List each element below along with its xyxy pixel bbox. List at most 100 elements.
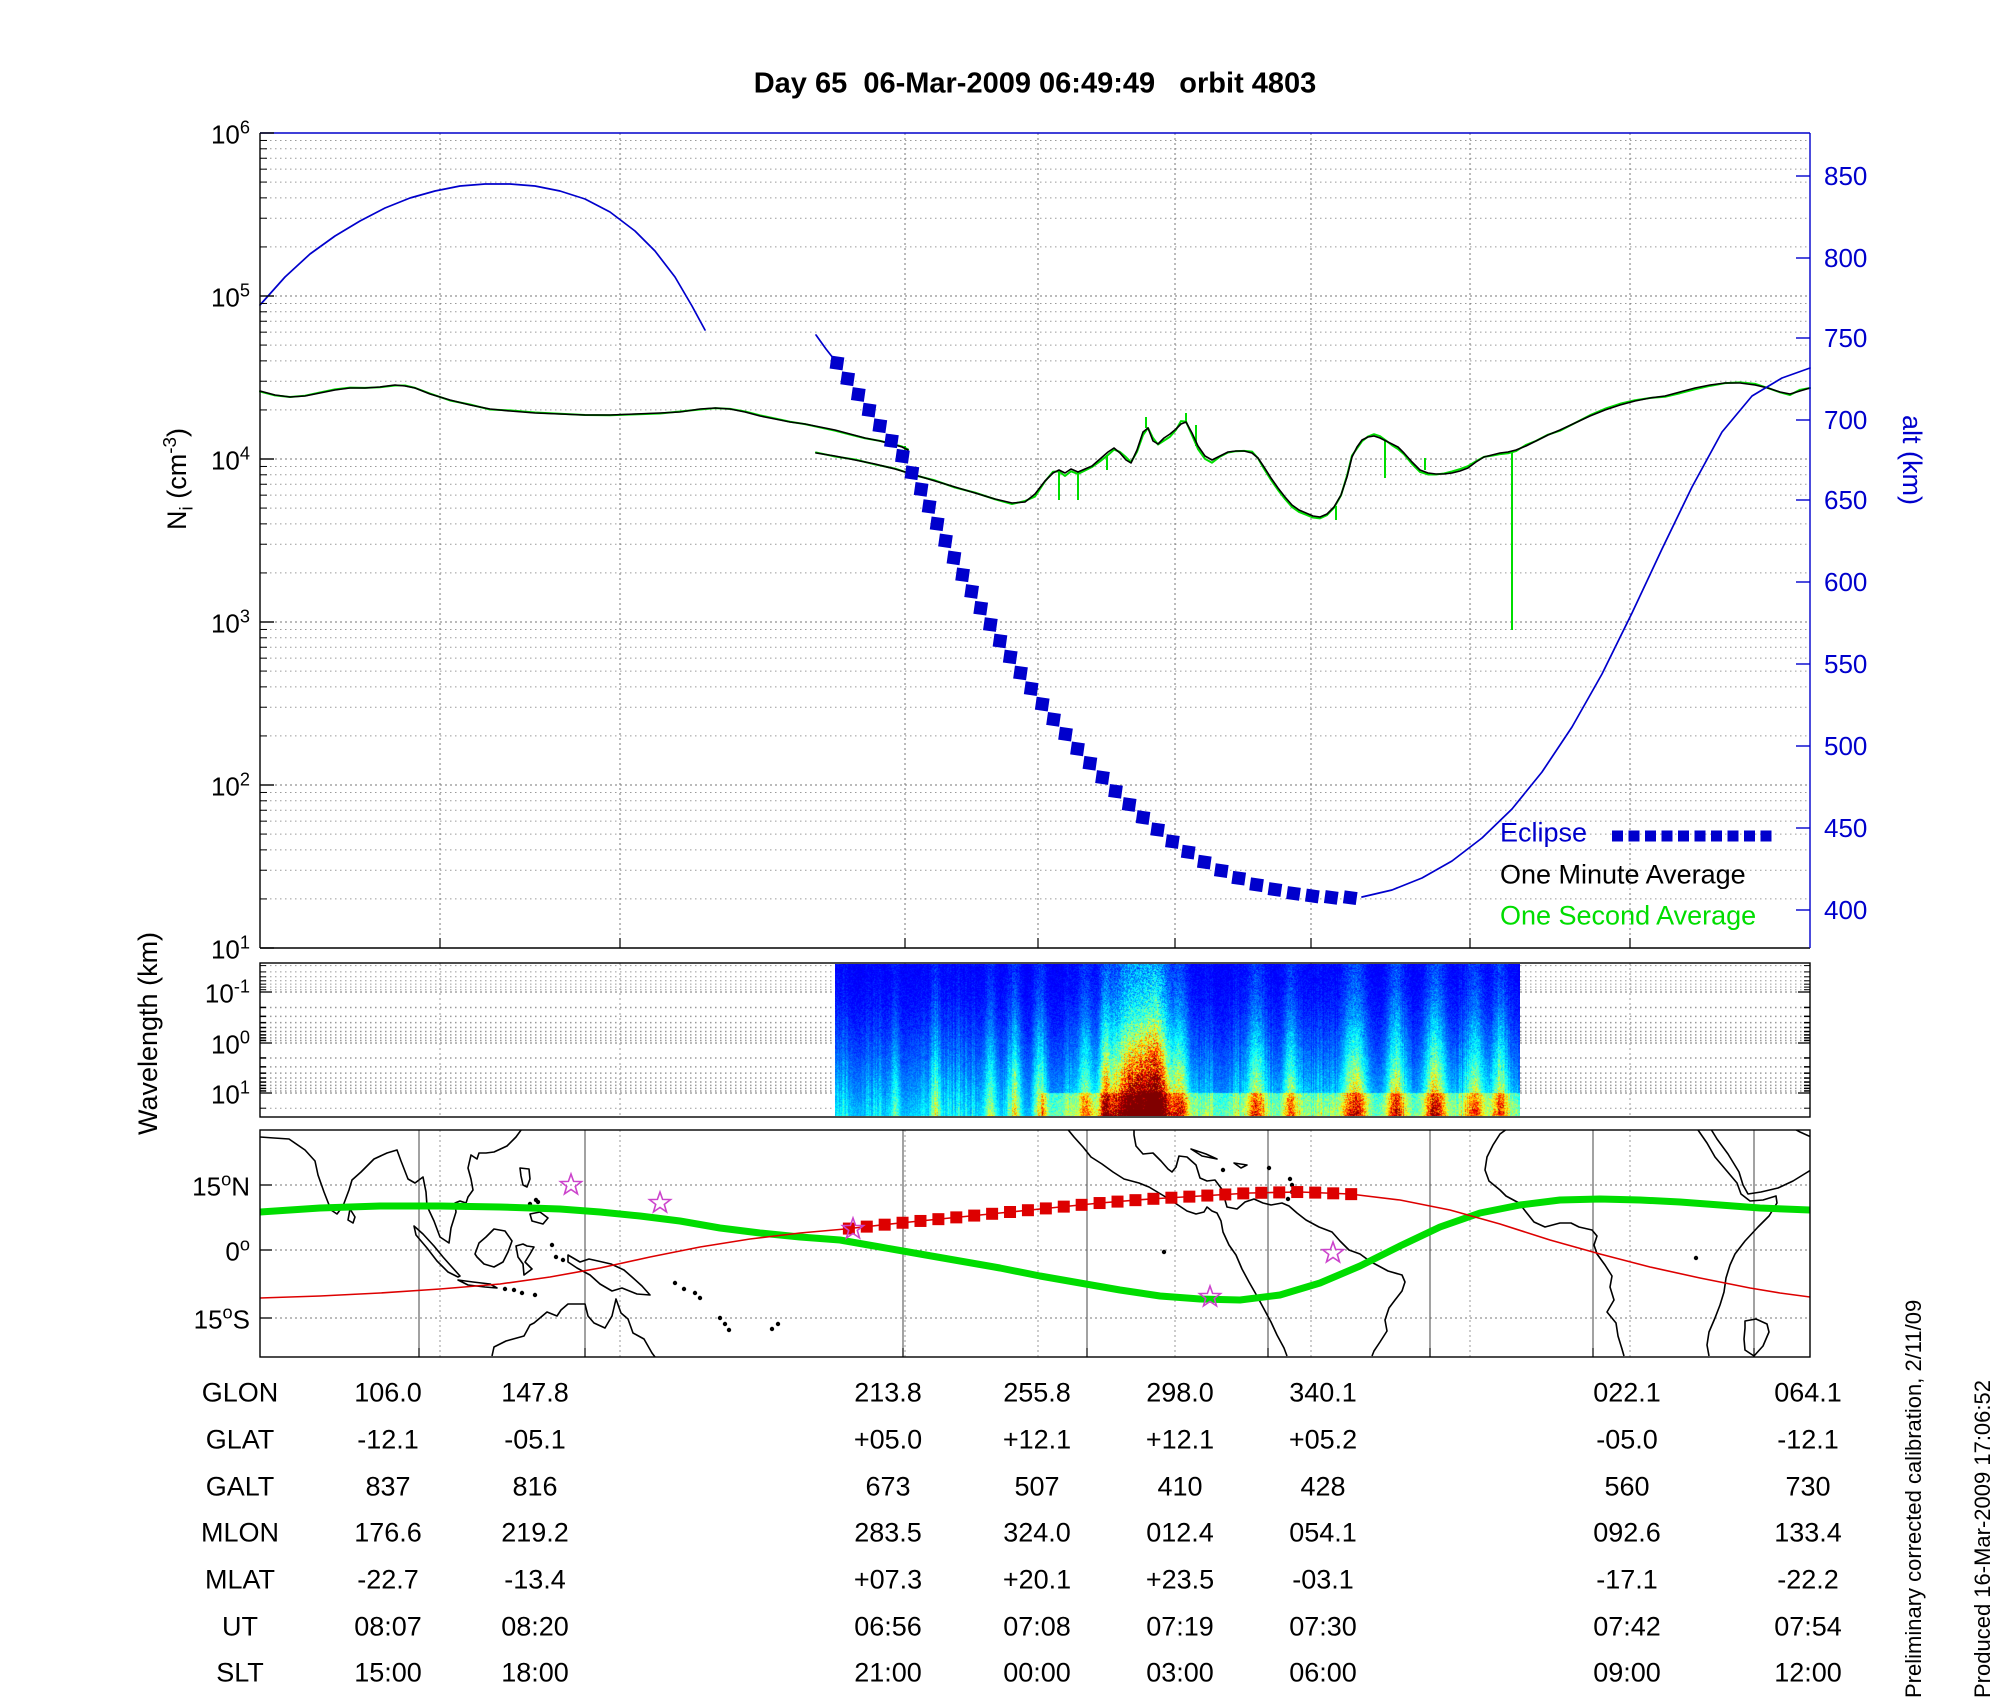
table-cell: 07:54 [1774,1611,1842,1642]
table-cell: 106.0 [354,1377,422,1408]
altitude-tick-label: 800 [1824,243,1868,273]
density-tick-label: 101 [210,932,250,965]
table-row-label: SLT [216,1657,264,1688]
table-cell: -17.1 [1596,1564,1658,1595]
table-cell: 213.8 [854,1377,922,1408]
table-cell: 730 [1785,1471,1831,1502]
table-cell: 06:56 [854,1611,922,1642]
world-map [260,1130,1810,1357]
table-cell: +12.1 [1002,1424,1072,1455]
density-tick-label: 105 [210,280,250,313]
altitude-tick-label: 850 [1824,161,1868,191]
wavelength-spectrogram [835,964,1520,1116]
table-cell: 08:07 [354,1611,422,1642]
table-cell: -05.0 [1596,1424,1658,1455]
station-star-marker [1320,1239,1346,1264]
table-cell: 219.2 [501,1517,569,1548]
table-cell: -05.1 [504,1424,566,1455]
altitude-tick-label: 700 [1824,405,1868,435]
table-cell: 816 [512,1471,558,1502]
altitude-tick-label: 400 [1824,895,1868,925]
altitude-tick-label: 550 [1824,649,1868,679]
density-tick-label: 106 [210,117,250,150]
station-star-marker [840,1215,866,1240]
table-cell: -22.2 [1777,1564,1839,1595]
axes [259,132,1811,1358]
table-cell: 147.8 [501,1377,569,1408]
table-cell: -03.1 [1292,1564,1354,1595]
table-row-label: GLAT [205,1424,275,1455]
table-cell: -13.4 [504,1564,566,1595]
table-cell: 410 [1157,1471,1203,1502]
production-note: Produced 16-Mar-2009 17:06:52 [1970,1380,1995,1698]
table-cell: -22.7 [357,1564,419,1595]
table-cell: 15:00 [354,1657,422,1688]
table-cell: +20.1 [1002,1564,1072,1595]
table-cell: 507 [1014,1471,1060,1502]
table-cell: 07:08 [1003,1611,1071,1642]
table-cell: 673 [865,1471,911,1502]
table-cell: 092.6 [1593,1517,1661,1548]
table-cell: 03:00 [1146,1657,1214,1688]
station-star-marker [558,1171,584,1196]
page-title: Day 65 06-Mar-2009 06:49:49 orbit 4803 [753,67,1317,100]
latitude-tick-label: 15oN [192,1169,250,1202]
table-cell: -12.1 [1777,1424,1839,1455]
table-cell: 07:30 [1289,1611,1357,1642]
table-cell: 06:00 [1289,1657,1357,1688]
table-cell: 012.4 [1146,1517,1214,1548]
altitude-axis-label: alt (km) [1897,415,1927,505]
altitude-tick-label: 650 [1824,485,1868,515]
table-row-label: GALT [205,1471,275,1502]
table-cell: 022.1 [1593,1377,1661,1408]
wavelength-tick-label: 10-1 [204,976,250,1009]
table-cell: 21:00 [854,1657,922,1688]
table-cell: 12:00 [1774,1657,1842,1688]
table-cell: -12.1 [357,1424,419,1455]
station-star-marker [647,1189,673,1214]
density-tick-label: 103 [210,606,250,639]
table-cell: +07.3 [853,1564,923,1595]
table-cell: 176.6 [354,1517,422,1548]
wavelength-tick-label: 101 [210,1077,250,1110]
table-cell: +05.2 [1288,1424,1358,1455]
table-cell: 283.5 [854,1517,922,1548]
table-cell: 09:00 [1593,1657,1661,1688]
altitude-tick-label: 750 [1824,323,1868,353]
table-cell: 560 [1604,1471,1650,1502]
legend-entry: One Second Average [1500,900,1757,931]
density-panel-grid [260,132,1810,949]
altitude-tick-label: 500 [1824,731,1868,761]
map-grid [260,1130,1810,1357]
table-cell: 00:00 [1003,1657,1071,1688]
table-cell: 133.4 [1774,1517,1842,1548]
table-row-label: UT [222,1611,258,1642]
latitude-tick-label: 15oS [193,1302,250,1335]
wavelength-axis-label: Wavelength (km) [133,931,163,1135]
legend-entry: Eclipse [1500,817,1588,848]
table-cell: 054.1 [1289,1517,1357,1548]
altitude-tick-label: 450 [1824,813,1868,843]
table-cell: 298.0 [1146,1377,1214,1408]
density-curves [259,183,1811,906]
latitude-tick-label: 0o [225,1234,250,1267]
density-tick-label: 102 [210,769,250,802]
production-note: Preliminary corrected calibration, 2/11/… [1901,1299,1926,1698]
table-cell: 18:00 [501,1657,569,1688]
table-cell: 324.0 [1003,1517,1071,1548]
table-row-label: MLAT [204,1564,276,1595]
table-cell: 340.1 [1289,1377,1357,1408]
table-cell: 428 [1300,1471,1346,1502]
station-star-marker [1197,1283,1223,1308]
table-cell: 07:42 [1593,1611,1661,1642]
table-cell: +05.0 [853,1424,923,1455]
density-tick-label: 104 [210,443,250,476]
table-row-label: GLON [201,1377,279,1408]
table-cell: +12.1 [1145,1424,1215,1455]
table-cell: 07:19 [1146,1611,1214,1642]
table-cell: 837 [365,1471,411,1502]
altitude-tick-label: 600 [1824,567,1868,597]
table-cell: 255.8 [1003,1377,1071,1408]
